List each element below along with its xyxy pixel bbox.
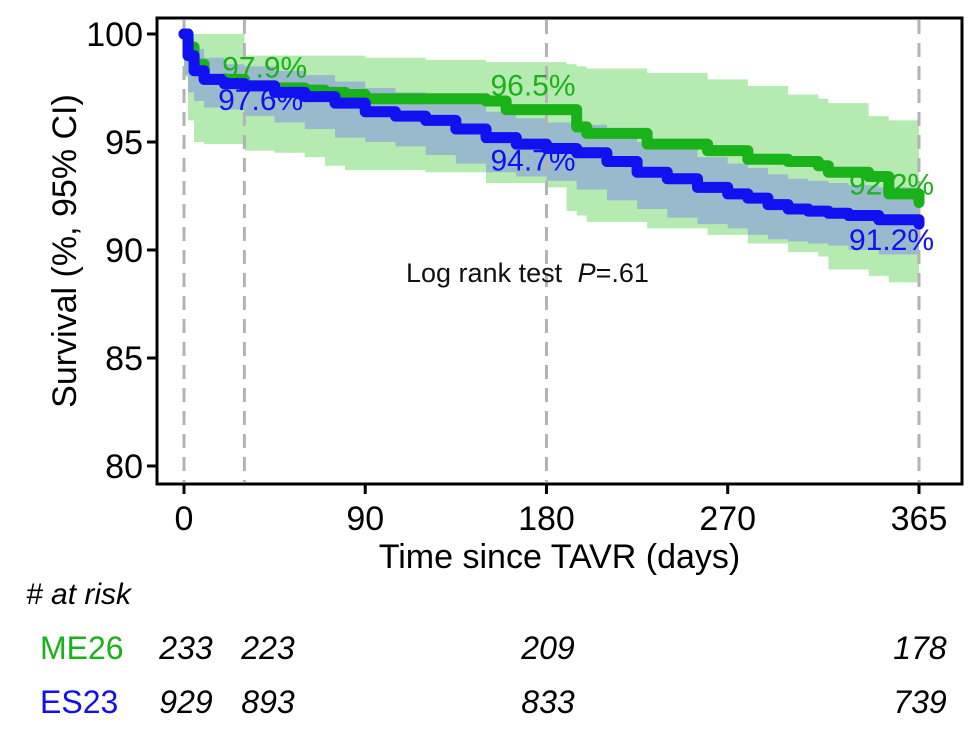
x-tick-label-90: 90 [346,500,384,538]
risk-cell-day-0: 929 [159,684,213,720]
risk-row-me26: ME26 233 223 209 178 [0,630,980,674]
reference-lines [182,20,921,482]
risk-table-title: # at risk [26,578,132,611]
value-label-es23-1: 94.7% [490,144,575,177]
x-tick-label-365: 365 [891,500,948,538]
survival-chart: 80 85 90 95 100 0 90 180 270 365 97.9% 96.5% 92.2%… [46,16,964,576]
x-tick-label-0: 0 [175,500,194,538]
risk-cell-day-30: 223 [241,630,295,666]
risk-cell-day-180: 209 [521,630,575,666]
survival-curves [178,28,925,230]
annotation-text: Log rank test [406,258,563,288]
risk-cell-day-365: 739 [893,684,947,720]
x-tick-label-180: 180 [518,500,575,538]
value-label-me26-1: 96.5% [490,70,575,103]
log-rank-annotation: Log rank test P=.61 [406,258,649,288]
risk-cell-day-180: 833 [521,684,575,720]
value-label-es23-2: 91.2% [849,224,934,257]
x-axis: 0 90 180 270 365 [175,484,948,538]
y-tick-label-85: 85 [105,340,143,378]
curve-es23 [178,28,925,230]
annotation-p: P [578,258,596,288]
y-tick-label-95: 95 [105,124,143,162]
y-tick-label-100: 100 [86,16,143,54]
y-axis-title: Survival (%, 95% CI) [46,94,84,408]
x-tick-label-270: 270 [699,500,756,538]
risk-row-label: ME26 [40,630,124,666]
value-label-es23-0: 97.6% [218,84,303,117]
risk-row-label: ES23 [40,684,119,720]
value-labels: 97.9% 96.5% 92.2% 97.6% 94.7% 91.2% [218,51,934,257]
value-label-me26-0: 97.9% [222,51,307,84]
risk-row-es23: ES23 929 893 833 739 [0,684,980,728]
risk-cell-day-0: 233 [159,630,213,666]
x-axis-title: Time since TAVR (days) [379,538,740,576]
risk-cell-day-365: 178 [893,630,947,666]
risk-cell-day-30: 893 [241,684,295,720]
y-tick-label-80: 80 [105,448,143,486]
annotation-value: =.61 [596,258,649,288]
y-tick-label-90: 90 [105,232,143,270]
y-axis: 80 85 90 95 100 [86,16,157,486]
value-label-me26-2: 92.2% [849,168,934,201]
